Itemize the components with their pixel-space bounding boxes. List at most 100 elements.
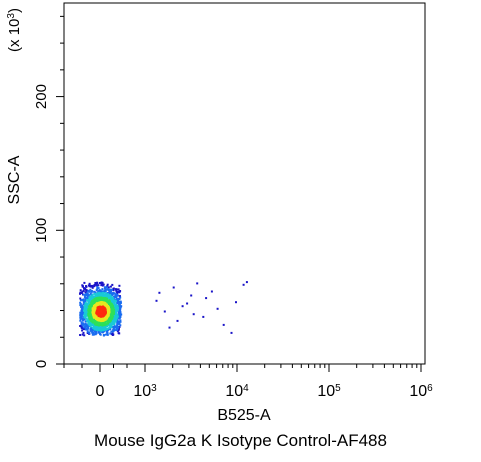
event-dot [85, 290, 88, 293]
event-dot [107, 286, 110, 289]
event-dot [111, 283, 114, 286]
event-dot [86, 332, 89, 334]
event-dot [80, 315, 83, 317]
y-multiplier-exponent: 3 [6, 13, 17, 19]
event-dot [86, 319, 89, 322]
event-dot [119, 320, 122, 323]
event-dot [116, 292, 119, 295]
sparse-event-dot [181, 305, 184, 308]
event-dot [84, 294, 87, 297]
event-dot [86, 328, 89, 331]
event-dot [110, 333, 113, 336]
event-dot [112, 329, 115, 332]
event-dot [96, 285, 99, 288]
event-dot [95, 283, 97, 286]
event-dot [90, 321, 93, 324]
event-dot [99, 333, 101, 335]
event-dot [106, 328, 109, 330]
event-dot [84, 320, 87, 323]
event-dot [81, 285, 84, 288]
event-dot [84, 303, 87, 306]
event-dot [108, 294, 111, 297]
event-dot [90, 290, 93, 293]
event-dot [118, 295, 121, 298]
sparse-event-dot [210, 290, 213, 293]
event-dot [117, 298, 120, 300]
y-multiplier-prefix: (x 10 [6, 19, 23, 52]
event-dot [98, 282, 101, 284]
event-dot [84, 298, 87, 301]
event-dot [88, 331, 91, 334]
event-dot [109, 285, 112, 288]
event-dot [85, 317, 88, 320]
y-axis: 0 100 200 [33, 15, 64, 368]
event-dot [117, 314, 120, 316]
sparse-event-dot [235, 301, 237, 304]
event-dot [90, 285, 92, 288]
event-dot [84, 288, 87, 291]
event-dot [79, 292, 81, 295]
event-dot [82, 319, 84, 322]
event-dot [84, 305, 86, 308]
event-dot [102, 334, 105, 336]
event-dot [79, 297, 82, 300]
event-dot [119, 305, 122, 308]
event-dot [117, 312, 120, 315]
event-dot [116, 304, 119, 307]
event-dot [82, 307, 85, 310]
event-dot [117, 288, 120, 291]
event-dot [83, 318, 86, 321]
event-dot [86, 330, 89, 333]
event-dot [110, 288, 113, 291]
event-dot [118, 327, 120, 330]
event-dot [83, 323, 86, 326]
sparse-event-dot [176, 319, 179, 322]
event-dot [106, 294, 109, 297]
event-dot [96, 281, 99, 284]
event-dot [113, 329, 116, 332]
event-dot [79, 299, 82, 302]
event-dot [82, 303, 85, 306]
event-dot [91, 314, 93, 317]
event-dot [86, 311, 89, 313]
event-dot [102, 295, 105, 298]
event-dot [118, 326, 121, 328]
event-dot [83, 309, 85, 312]
event-dot [110, 294, 113, 297]
event-dot [110, 330, 113, 333]
event-dot [117, 321, 120, 324]
event-dot [113, 325, 116, 328]
event-dot [109, 332, 112, 335]
event-dot [119, 324, 122, 327]
event-dot [84, 322, 87, 325]
event-dot [114, 313, 117, 315]
event-dot [95, 289, 98, 291]
event-dot [86, 323, 89, 326]
y-multiplier-suffix: ) [6, 8, 23, 13]
event-dot [90, 295, 93, 298]
event-dot [81, 304, 84, 307]
sparse-event-dot [190, 294, 193, 297]
event-dot [97, 330, 100, 333]
y-tick-label: 0 [33, 360, 50, 368]
sparse-event-dot [242, 283, 245, 286]
event-dot [107, 327, 110, 330]
event-dot [81, 333, 84, 336]
event-dot [79, 334, 82, 336]
y-axis-label: SSC-A [6, 155, 23, 204]
event-dot [116, 319, 119, 322]
event-dot [100, 304, 103, 307]
x-tick-label: 103 [133, 383, 157, 401]
event-dot [90, 327, 93, 330]
event-dot [79, 301, 82, 304]
event-dot [115, 289, 118, 292]
event-dot [93, 285, 95, 288]
event-dot [81, 324, 84, 327]
sparse-event-dot [205, 297, 208, 300]
event-dot [92, 332, 95, 334]
event-dot [89, 317, 91, 320]
event-dot [84, 316, 87, 319]
event-dot [91, 285, 94, 288]
event-dot [83, 281, 86, 284]
